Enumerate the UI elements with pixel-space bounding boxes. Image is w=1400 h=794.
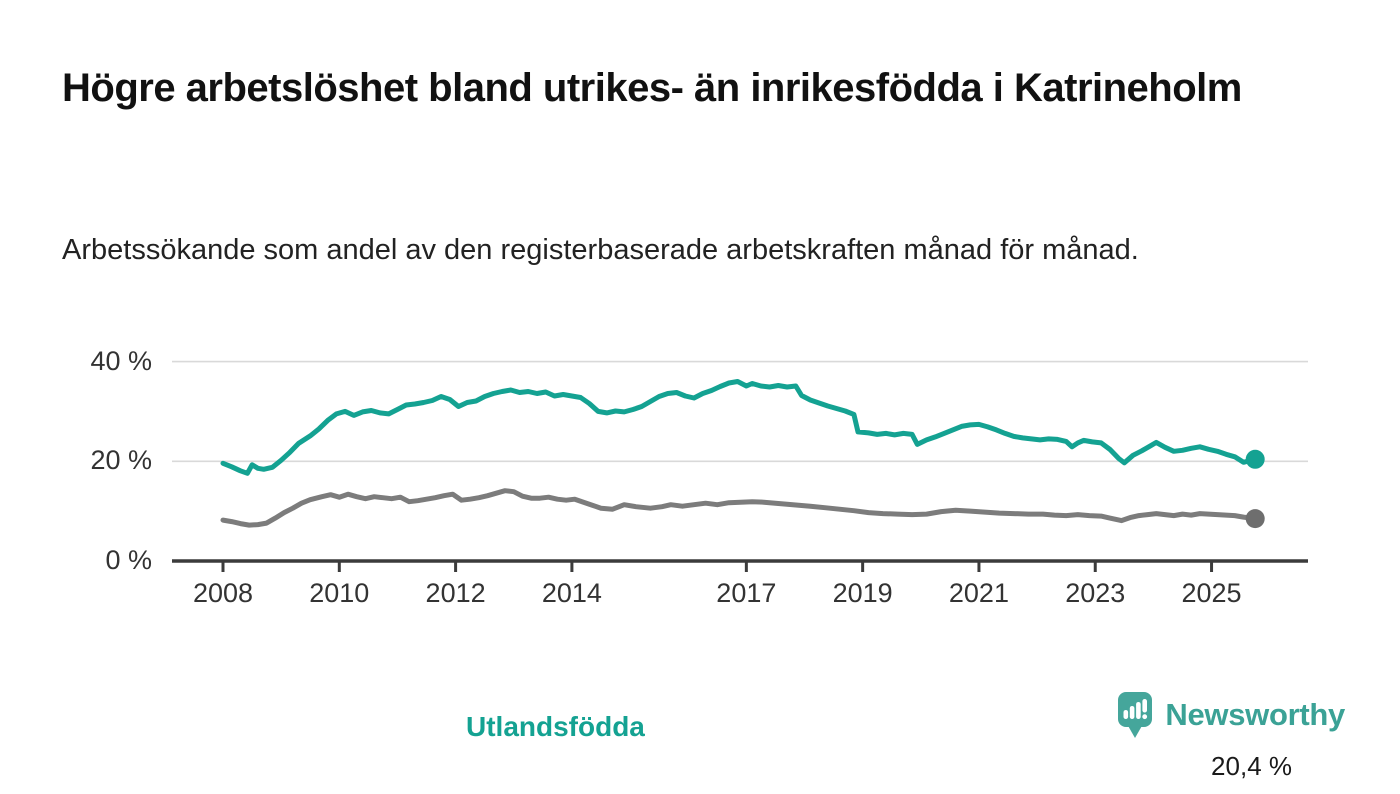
x-axis-label: 2023 bbox=[1065, 578, 1126, 608]
x-axis-label: 2017 bbox=[716, 578, 777, 608]
series-label-utlandsfodda: Utlandsfödda bbox=[466, 711, 645, 742]
y-axis-label: 40 % bbox=[90, 345, 152, 376]
series-end-dot-0 bbox=[1245, 449, 1265, 469]
x-axis-label: 2014 bbox=[541, 578, 602, 608]
x-axis-label: 2012 bbox=[425, 578, 486, 608]
chart-svg bbox=[172, 360, 1308, 572]
chart-area: 0 % 20 % 40 % 2008 2010 2012 2014 2017 2019 2021 2… bbox=[0, 330, 1400, 781]
series-line-0 bbox=[220, 379, 1258, 476]
end-value-label-utlandsfodda: 20,4 % bbox=[1211, 751, 1292, 781]
logo-wordmark: Newsworthy bbox=[1165, 697, 1345, 732]
page-title: Högre arbetslöshet bland utrikes- än inr… bbox=[62, 66, 1242, 110]
x-axis-label: 2010 bbox=[309, 578, 370, 608]
y-axis-label: 20 % bbox=[90, 445, 152, 476]
logo-speech-bubble-icon bbox=[1118, 692, 1153, 738]
series-line-1 bbox=[220, 488, 1258, 528]
newsworthy-logo: Newsworthy bbox=[1117, 691, 1345, 739]
series-end-dot-1 bbox=[1245, 509, 1265, 529]
x-axis-label: 2019 bbox=[832, 578, 893, 608]
y-axis-label: 0 % bbox=[105, 545, 152, 575]
x-axis-label: 2025 bbox=[1181, 578, 1242, 608]
x-axis-label: 2008 bbox=[192, 578, 254, 608]
chart-subtitle: Arbetssökande som andel av den registerb… bbox=[62, 234, 1139, 266]
x-axis-label: 2021 bbox=[948, 578, 1009, 608]
